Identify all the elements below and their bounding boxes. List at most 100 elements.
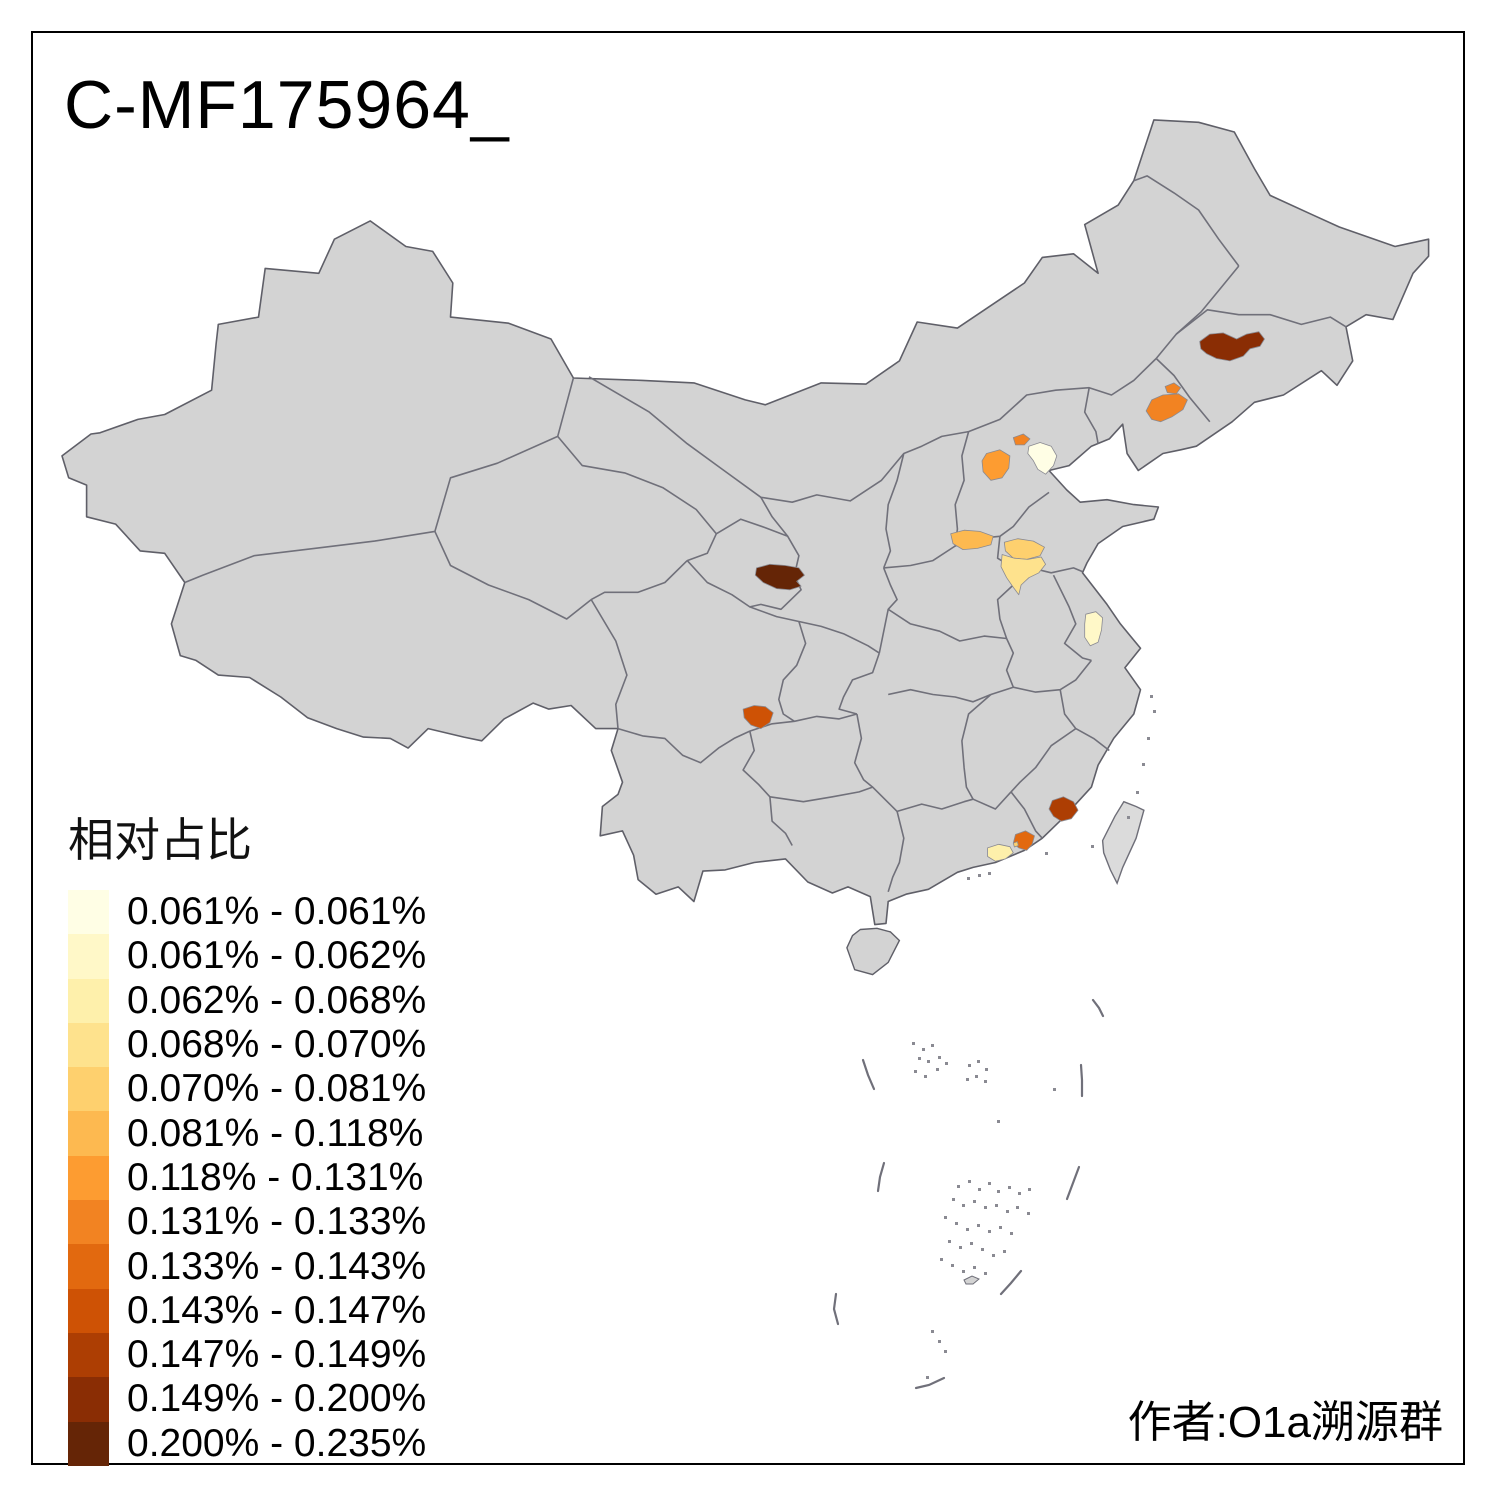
region-beijing — [1012, 433, 1031, 446]
province-border — [896, 791, 1012, 813]
sea-boundary-dash — [876, 1161, 886, 1193]
island-speck — [973, 1266, 976, 1269]
province-border — [1010, 727, 1077, 793]
province-border — [1052, 574, 1092, 662]
island-speck — [1147, 737, 1150, 740]
china-mainland — [61, 119, 1430, 926]
page-title: C-MF175964_ — [64, 67, 510, 143]
legend-swatch — [68, 1155, 109, 1201]
province-border — [1175, 308, 1347, 335]
hainan-island — [846, 927, 901, 976]
island-speck — [945, 1062, 948, 1065]
region-shanxi-south — [950, 529, 994, 550]
island-speck — [1136, 791, 1139, 794]
island-speck — [1053, 1088, 1056, 1091]
island-speck — [962, 1270, 965, 1273]
province-border — [434, 531, 592, 620]
legend-item: 0.081% - 0.118% — [68, 1111, 426, 1156]
sea-boundary-dash — [914, 1376, 946, 1390]
sea-boundary-dash — [1065, 1165, 1081, 1201]
region-hebei-west — [981, 449, 1011, 481]
legend-swatch — [68, 1332, 109, 1378]
region-guangdong-pale — [987, 843, 1014, 862]
region-guangdong-dot — [1012, 841, 1019, 848]
south-sea-islet — [963, 1275, 980, 1285]
legend-swatch — [68, 1067, 109, 1112]
island-speck — [981, 1248, 984, 1251]
region-shandong-north — [1003, 538, 1045, 560]
island-speck — [1027, 1212, 1030, 1215]
province-border — [888, 688, 992, 703]
island-speck — [957, 1185, 960, 1188]
island-speck — [997, 1120, 1000, 1123]
island-speck — [922, 1048, 925, 1051]
province-border — [961, 693, 992, 800]
legend-item: 0.070% - 0.081% — [68, 1067, 427, 1112]
legend-swatch — [68, 1377, 109, 1422]
island-speck — [936, 1068, 939, 1071]
legend-label: 0.081% - 0.118% — [127, 1111, 424, 1155]
island-speck — [970, 1242, 973, 1245]
island-speck — [1016, 1206, 1019, 1209]
island-speck — [997, 1190, 1000, 1193]
legend-item: 0.068% - 0.070% — [68, 1022, 427, 1068]
island-speck — [926, 1376, 929, 1379]
legend-item: 0.131% - 0.133% — [68, 1200, 426, 1245]
island-speck — [1153, 710, 1156, 713]
island-speck — [952, 1198, 955, 1201]
region-tianjin-cream — [1027, 442, 1058, 475]
province-border — [749, 606, 880, 654]
legend-swatch — [68, 890, 109, 935]
island-speck — [1010, 1232, 1013, 1235]
province-border — [590, 599, 628, 729]
island-speck — [948, 1240, 951, 1243]
island-speck — [984, 1272, 987, 1275]
legend-item: 0.118% - 0.131% — [68, 1155, 426, 1201]
island-speck — [984, 1080, 987, 1083]
legend-label: 0.068% - 0.070% — [127, 1023, 427, 1067]
region-liaoning-nub — [1164, 382, 1182, 395]
island-speck — [984, 1206, 987, 1209]
island-speck — [978, 1188, 981, 1191]
island-speck — [978, 874, 981, 877]
province-border — [990, 638, 1015, 696]
legend-item: 0.149% - 0.200% — [68, 1377, 426, 1422]
island-speck — [1045, 852, 1048, 855]
legend-swatch — [68, 934, 109, 979]
province-border — [760, 496, 789, 537]
province-border — [769, 786, 898, 812]
region-fujian-coast — [1048, 796, 1079, 822]
island-speck — [985, 1068, 988, 1071]
legend-label: 0.061% - 0.062% — [127, 934, 427, 978]
sea-boundary-dash — [999, 1269, 1023, 1296]
sea-boundary-dash — [1091, 998, 1105, 1018]
island-speck — [940, 1258, 943, 1261]
island-speck — [995, 1204, 998, 1207]
island-speck — [1006, 1210, 1009, 1213]
island-speck — [944, 1350, 947, 1353]
legend-swatch — [68, 978, 109, 1023]
island-speck — [1150, 695, 1153, 698]
island-speck — [988, 1230, 991, 1233]
legend-item: 0.061% - 0.062% — [68, 934, 427, 979]
province-border — [887, 811, 905, 893]
legend-swatch — [68, 1200, 109, 1245]
legend-swatch — [68, 1244, 109, 1289]
island-speck — [977, 1224, 980, 1227]
legend-label: 0.200% - 0.235% — [127, 1421, 427, 1465]
legend-item: 0.147% - 0.149% — [68, 1332, 426, 1378]
province-border — [887, 608, 1007, 642]
island-speck — [931, 1044, 934, 1047]
legend-label: 0.070% - 0.081% — [127, 1067, 427, 1111]
legend-label: 0.143% - 0.147% — [127, 1288, 427, 1332]
island-speck — [968, 1180, 971, 1183]
island-speck — [968, 1064, 971, 1067]
island-speck — [1008, 1186, 1011, 1189]
island-speck — [938, 1056, 941, 1059]
legend-label: 0.118% - 0.131% — [127, 1155, 424, 1199]
legend-item: 0.062% - 0.068% — [68, 978, 426, 1023]
legend-label: 0.133% - 0.143% — [127, 1244, 427, 1288]
legend-swatch — [68, 1022, 109, 1068]
taiwan-island — [1101, 800, 1145, 885]
province-border — [883, 431, 970, 569]
